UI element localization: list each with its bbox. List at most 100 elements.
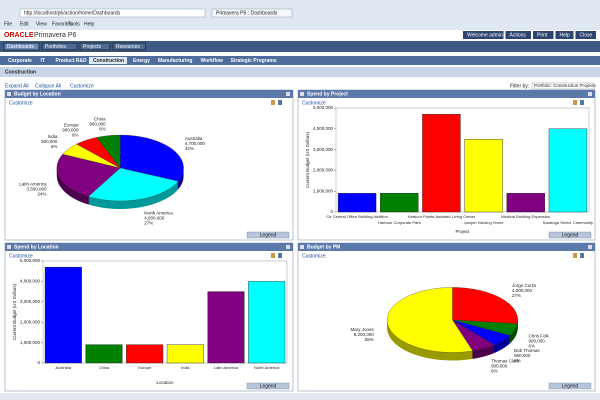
nav-label[interactable]: Portfolios bbox=[45, 44, 66, 50]
section-link[interactable]: Expand All bbox=[5, 83, 29, 89]
pie-label: Chris Folk bbox=[528, 333, 549, 338]
bar[interactable] bbox=[166, 344, 204, 364]
collapse-icon[interactable] bbox=[7, 92, 11, 96]
customize-link[interactable]: Customize bbox=[302, 100, 326, 106]
legend-button[interactable] bbox=[548, 382, 592, 390]
bar[interactable] bbox=[422, 114, 461, 213]
portlet-header bbox=[298, 90, 595, 98]
bar[interactable] bbox=[85, 344, 123, 364]
nav-button[interactable] bbox=[112, 42, 146, 51]
filter-select[interactable] bbox=[531, 82, 595, 90]
y-tick-label: 0 bbox=[37, 360, 40, 365]
user-link[interactable]: Welcome admin bbox=[467, 32, 503, 38]
menu-item[interactable]: Favorites bbox=[52, 21, 73, 27]
bar[interactable] bbox=[337, 193, 377, 213]
user-button[interactable] bbox=[505, 31, 532, 39]
close-icon[interactable] bbox=[286, 245, 290, 249]
user-link[interactable]: Close bbox=[580, 32, 593, 38]
tab[interactable]: Workflow bbox=[201, 58, 224, 64]
bar[interactable] bbox=[548, 128, 588, 213]
bar[interactable] bbox=[126, 344, 164, 364]
bar[interactable] bbox=[380, 193, 419, 213]
portlet-icon[interactable] bbox=[278, 253, 282, 258]
menu-item[interactable]: Edit bbox=[20, 21, 29, 27]
user-link[interactable]: Print bbox=[537, 32, 548, 38]
legend-button[interactable] bbox=[246, 382, 290, 390]
portlet-header bbox=[298, 243, 595, 251]
user-button[interactable] bbox=[575, 31, 597, 39]
bar[interactable] bbox=[248, 281, 286, 364]
pie-slice[interactable] bbox=[452, 287, 518, 324]
user-button[interactable] bbox=[463, 31, 504, 39]
x-tick-label: Medical Building Expansion bbox=[501, 214, 550, 219]
collapse-icon[interactable] bbox=[300, 92, 304, 96]
nav-button[interactable] bbox=[41, 42, 78, 51]
nav-label[interactable]: Resources bbox=[116, 44, 140, 50]
pie-slice[interactable] bbox=[120, 134, 184, 182]
pie-label: Thomas Clark bbox=[491, 359, 520, 364]
close-icon[interactable] bbox=[588, 245, 592, 249]
user-button[interactable] bbox=[533, 31, 554, 39]
tab[interactable]: Product R&D bbox=[56, 58, 88, 64]
legend-button[interactable] bbox=[548, 231, 592, 239]
menu-item[interactable]: File bbox=[4, 21, 12, 27]
legend-label[interactable]: Legend bbox=[260, 232, 277, 238]
portlet-icon[interactable] bbox=[278, 100, 282, 105]
menu-item[interactable]: View bbox=[36, 21, 47, 27]
portlet-icon[interactable] bbox=[271, 100, 275, 105]
user-link[interactable]: Help bbox=[560, 32, 571, 38]
tab[interactable]: Corporate bbox=[8, 58, 32, 64]
pie-label: 27% bbox=[144, 221, 153, 226]
brand: ORACLE bbox=[4, 32, 34, 39]
portlet-icon[interactable] bbox=[573, 253, 577, 258]
legend-label[interactable]: Legend bbox=[562, 232, 579, 238]
menu-item[interactable]: Help bbox=[84, 21, 95, 27]
user-link[interactable]: Actions bbox=[510, 32, 527, 38]
close-icon[interactable] bbox=[588, 92, 592, 96]
bar[interactable] bbox=[464, 138, 503, 213]
collapse-icon[interactable] bbox=[7, 245, 11, 249]
nav-button[interactable] bbox=[3, 42, 40, 51]
portlet-icon[interactable] bbox=[573, 100, 577, 105]
browser-tab[interactable] bbox=[211, 8, 293, 18]
section-link[interactable]: Customize bbox=[70, 83, 94, 89]
x-axis-label: Location bbox=[156, 380, 174, 385]
x-tick-label: Harbour Pointe Assisted Living Center bbox=[408, 214, 476, 219]
customize-link[interactable]: Customize bbox=[9, 253, 33, 259]
nav-label[interactable]: Dashboards bbox=[7, 44, 34, 50]
pie-slice[interactable] bbox=[56, 154, 121, 197]
pie-slice[interactable] bbox=[96, 134, 121, 169]
pie-label: 4,000,000 bbox=[144, 216, 165, 221]
bar[interactable] bbox=[506, 193, 545, 213]
filter-label: Filter by: bbox=[510, 83, 529, 89]
menu-item[interactable]: Tools bbox=[68, 21, 80, 27]
address-bar[interactable] bbox=[19, 8, 206, 18]
pie-slice[interactable] bbox=[387, 287, 474, 353]
tab-active[interactable] bbox=[89, 57, 127, 64]
section-link[interactable]: Collapse All bbox=[35, 83, 61, 89]
portlet-icon[interactable] bbox=[580, 253, 584, 258]
tab[interactable]: Energy bbox=[133, 58, 150, 64]
tab[interactable]: Construction bbox=[93, 58, 124, 64]
pie-label: 4,000,000 bbox=[512, 288, 533, 293]
nav-label[interactable]: Projects bbox=[83, 44, 102, 50]
pie-label: 6% bbox=[528, 343, 535, 348]
pie-slice[interactable] bbox=[88, 167, 179, 202]
legend-label[interactable]: Legend bbox=[260, 383, 277, 389]
pie-label: Europe bbox=[64, 123, 79, 128]
user-button[interactable] bbox=[555, 31, 574, 39]
tab[interactable]: Strategic Programs bbox=[231, 58, 277, 64]
close-icon[interactable] bbox=[286, 92, 290, 96]
bar[interactable] bbox=[44, 266, 82, 364]
legend-label[interactable]: Legend bbox=[562, 383, 579, 389]
customize-link[interactable]: Customize bbox=[9, 100, 33, 106]
legend-button[interactable] bbox=[246, 231, 290, 239]
tab[interactable]: Manufacturing bbox=[158, 58, 192, 64]
collapse-icon[interactable] bbox=[300, 245, 304, 249]
tab[interactable]: IT bbox=[41, 58, 45, 64]
bar[interactable] bbox=[207, 291, 245, 364]
portlet-icon[interactable] bbox=[271, 253, 275, 258]
nav-button[interactable] bbox=[79, 42, 111, 51]
portlet-icon[interactable] bbox=[580, 100, 584, 105]
customize-link[interactable]: Customize bbox=[302, 253, 326, 259]
